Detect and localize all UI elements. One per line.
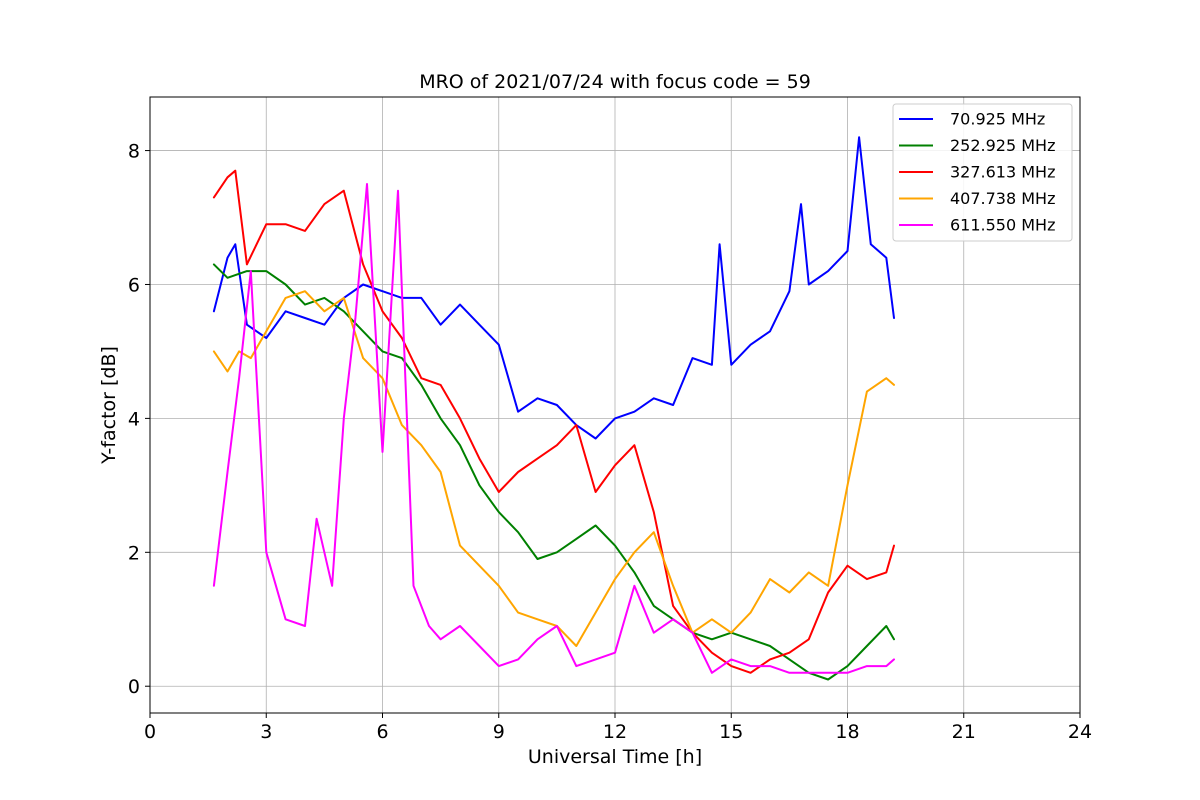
chart-title: MRO of 2021/07/24 with focus code = 59 — [419, 71, 811, 93]
x-axis-ticks: 0 3 6 9 12 15 18 21 24 — [144, 713, 1092, 743]
x-tick-label: 18 — [835, 721, 859, 743]
legend-label: 327.613 MHz — [950, 163, 1055, 182]
y-tick-label: 8 — [128, 141, 140, 163]
legend-label: 70.925 MHz — [950, 110, 1045, 129]
x-tick-label: 0 — [144, 721, 156, 743]
series-line-2 — [212, 169, 895, 674]
series-line-0 — [212, 136, 895, 440]
y-tick-label: 4 — [128, 408, 140, 430]
x-tick-label: 12 — [603, 721, 627, 743]
legend-label: 252.925 MHz — [950, 136, 1055, 155]
x-axis-label: Universal Time [h] — [528, 746, 702, 768]
x-tick-label: 3 — [260, 721, 272, 743]
legend-label: 407.738 MHz — [950, 189, 1055, 208]
y-axis-label: Y-factor [dB] — [98, 346, 120, 465]
x-tick-label: 9 — [493, 721, 505, 743]
legend-label: 611.550 MHz — [950, 216, 1055, 235]
y-tick-label: 2 — [128, 542, 140, 564]
y-tick-label: 6 — [128, 274, 140, 296]
y-axis-ticks: 0 2 4 6 8 — [128, 141, 150, 698]
series-line-1 — [212, 263, 895, 681]
y-tick-label: 0 — [128, 676, 140, 698]
series-layer — [212, 136, 895, 681]
legend: 70.925 MHz 252.925 MHz 327.613 MHz 407.738 … — [892, 103, 1073, 242]
legend-box — [892, 103, 1073, 242]
plot-frame — [149, 96, 1081, 714]
x-tick-label: 24 — [1068, 721, 1092, 743]
x-tick-label: 21 — [952, 721, 976, 743]
series-line-3 — [212, 290, 895, 647]
x-tick-label: 15 — [719, 721, 743, 743]
series-line-4 — [212, 183, 895, 674]
x-tick-label: 6 — [376, 721, 388, 743]
